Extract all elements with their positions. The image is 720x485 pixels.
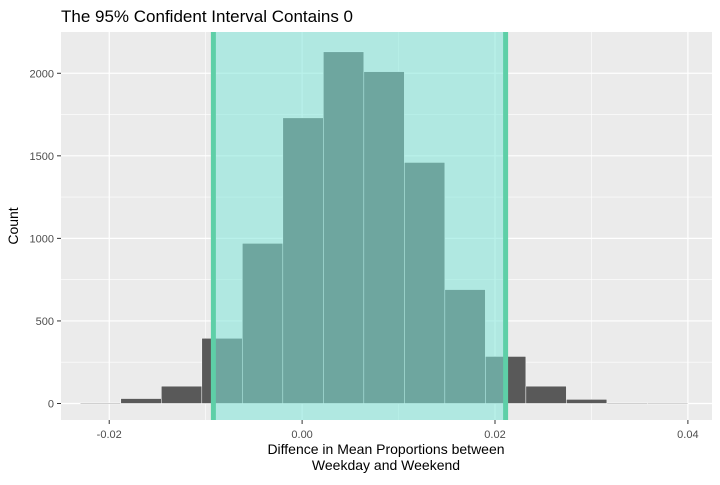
histogram-bar	[647, 402, 689, 405]
histogram-bar	[525, 385, 567, 404]
y-axis-title: Count	[5, 207, 21, 244]
x-tick-label: 0.02	[484, 429, 505, 441]
confidence-interval-band	[210, 32, 509, 420]
y-tick-label: 500	[36, 316, 54, 328]
chart-title: The 95% Confident Interval Contains 0	[61, 7, 353, 26]
y-tick-label: 1000	[30, 233, 54, 245]
histogram-bar	[120, 398, 162, 404]
histogram-bar	[566, 399, 608, 404]
histogram-bar	[80, 402, 122, 405]
ci-shaded-region	[213, 32, 506, 420]
x-axis-title-line-2: Weekday and Weekend	[312, 457, 460, 473]
y-tick-label: 0	[48, 398, 54, 410]
histogram-bar	[606, 402, 648, 405]
y-tick-label: 2000	[30, 68, 54, 80]
x-axis-ticks: -0.02 0.00 0.02 0.04	[97, 420, 699, 441]
y-tick-label: 1500	[30, 151, 54, 163]
x-tick-label: -0.02	[97, 429, 122, 441]
x-tick-label: 0.00	[291, 429, 312, 441]
x-tick-label: 0.04	[677, 429, 698, 441]
x-axis-title-line-1: Diffence in Mean Proportions between	[267, 441, 504, 457]
histogram-bar	[161, 385, 203, 404]
y-axis-ticks: 0 500 1000 1500 2000	[30, 68, 61, 410]
